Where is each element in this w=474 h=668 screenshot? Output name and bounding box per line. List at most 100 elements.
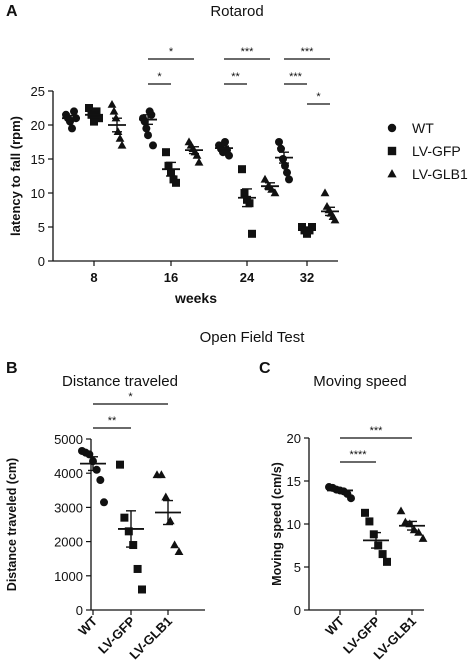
significance-label: * xyxy=(316,91,321,103)
data-point-circle xyxy=(96,476,105,485)
legend-marker-circle xyxy=(387,123,397,133)
data-point-circle xyxy=(277,144,285,153)
legend-marker-square xyxy=(387,146,397,156)
data-point-triangle xyxy=(418,534,428,542)
data-point-circle xyxy=(279,155,287,163)
data-point-circle xyxy=(142,124,151,133)
y-tick-label: 20 xyxy=(31,118,45,133)
data-point-triangle xyxy=(270,188,280,197)
y-tick-label: 0 xyxy=(76,603,83,618)
data-point-circle xyxy=(347,494,355,503)
panel-c-title: Moving speed xyxy=(313,373,406,390)
y-tick-label: 5 xyxy=(38,220,45,235)
data-point-square xyxy=(369,530,378,539)
data-point-triangle xyxy=(165,516,175,525)
legend-label: LV-GLB1 xyxy=(412,166,468,182)
significance-label: *** xyxy=(241,46,255,58)
significance-label: *** xyxy=(370,425,384,437)
data-point-circle xyxy=(144,131,152,140)
x-tick-label: 16 xyxy=(164,270,178,285)
data-point-square xyxy=(90,117,98,126)
y-tick-label: 15 xyxy=(31,152,45,167)
rotarod-chart: 0 5 10 15 20 25 8 16 24 32 weeks latency to fall (r… xyxy=(8,46,340,306)
panel-a-letter: A xyxy=(6,3,18,20)
data-point-triangle xyxy=(157,470,166,479)
distance-chart: 010002000300040005000WTLV-GFPLV-GLB1Dist… xyxy=(5,391,205,662)
data-point-triangle xyxy=(260,174,270,183)
y-tick-label: 0 xyxy=(294,603,301,618)
data-point-circle xyxy=(68,124,76,133)
data-point-square xyxy=(138,585,146,594)
data-point-triangle xyxy=(161,492,171,501)
data-point-triangle xyxy=(330,215,340,224)
y-tick-label: 3000 xyxy=(54,500,83,515)
x-axis-label: weeks xyxy=(174,290,217,306)
significance-label: * xyxy=(128,391,133,403)
data-point-square xyxy=(116,460,124,469)
data-point-square xyxy=(162,148,170,157)
panel-b-letter: B xyxy=(6,360,18,377)
data-point-triangle xyxy=(109,106,119,115)
y-tick-label: 2000 xyxy=(54,535,83,550)
data-point-circle xyxy=(221,138,229,146)
data-point-triangle xyxy=(396,506,406,515)
data-point-square xyxy=(124,527,133,536)
y-tick-label: 15 xyxy=(287,474,301,489)
section-title: Open Field Test xyxy=(200,329,306,346)
data-point-square xyxy=(240,189,249,197)
y-axis-label: Moving speed (cm/s) xyxy=(270,462,284,586)
data-point-circle xyxy=(283,168,291,177)
data-point-square xyxy=(133,564,142,573)
data-point-circle xyxy=(100,498,108,507)
significance-label: ** xyxy=(231,71,240,83)
x-tick-label: WT xyxy=(322,613,347,638)
data-point-triangle xyxy=(107,100,117,108)
x-tick-label: 32 xyxy=(300,270,314,285)
y-tick-label: 4000 xyxy=(54,466,83,481)
data-point-triangle xyxy=(170,540,179,549)
data-point-triangle xyxy=(192,151,202,159)
legend-marker-triangle xyxy=(387,169,397,178)
significance-label: *** xyxy=(301,46,315,58)
panel-a-title: Rotarod xyxy=(210,3,263,20)
data-point-triangle xyxy=(194,157,204,166)
data-point-triangle xyxy=(174,547,184,556)
data-point-circle xyxy=(281,161,289,170)
data-point-circle xyxy=(149,141,157,150)
data-point-square xyxy=(238,165,246,174)
data-point-square xyxy=(361,508,369,517)
y-tick-label: 0 xyxy=(38,254,45,269)
y-axis-label: Distance traveled (cm) xyxy=(5,458,19,591)
data-point-square xyxy=(374,541,383,550)
data-point-square xyxy=(383,557,391,566)
y-tick-label: 20 xyxy=(287,431,301,446)
data-point-square xyxy=(308,223,316,231)
data-point-square xyxy=(172,178,180,187)
y-tick-label: 10 xyxy=(287,517,301,532)
data-point-triangle xyxy=(117,140,127,149)
data-point-square xyxy=(378,550,387,559)
data-point-square xyxy=(365,517,374,526)
data-point-square xyxy=(120,513,129,522)
data-point-square xyxy=(85,104,93,112)
y-tick-label: 1000 xyxy=(54,569,83,584)
x-tick-label: 24 xyxy=(240,270,255,285)
significance-label: ** xyxy=(108,415,117,427)
data-point-circle xyxy=(225,151,233,160)
data-point-triangle xyxy=(409,525,419,534)
significance-label: **** xyxy=(349,449,367,461)
data-point-circle xyxy=(70,107,78,116)
legend: WT LV-GFP LV-GLB1 xyxy=(387,120,468,182)
y-tick-label: 5 xyxy=(294,560,301,575)
data-point-circle xyxy=(275,138,283,146)
significance-label: * xyxy=(157,71,162,83)
data-point-square xyxy=(164,161,173,170)
data-point-triangle xyxy=(320,188,330,197)
data-point-square xyxy=(129,541,138,550)
y-tick-label: 25 xyxy=(31,84,45,99)
panel-c-letter: C xyxy=(259,360,271,377)
legend-label: WT xyxy=(412,120,434,136)
y-tick-label: 5000 xyxy=(54,432,83,447)
